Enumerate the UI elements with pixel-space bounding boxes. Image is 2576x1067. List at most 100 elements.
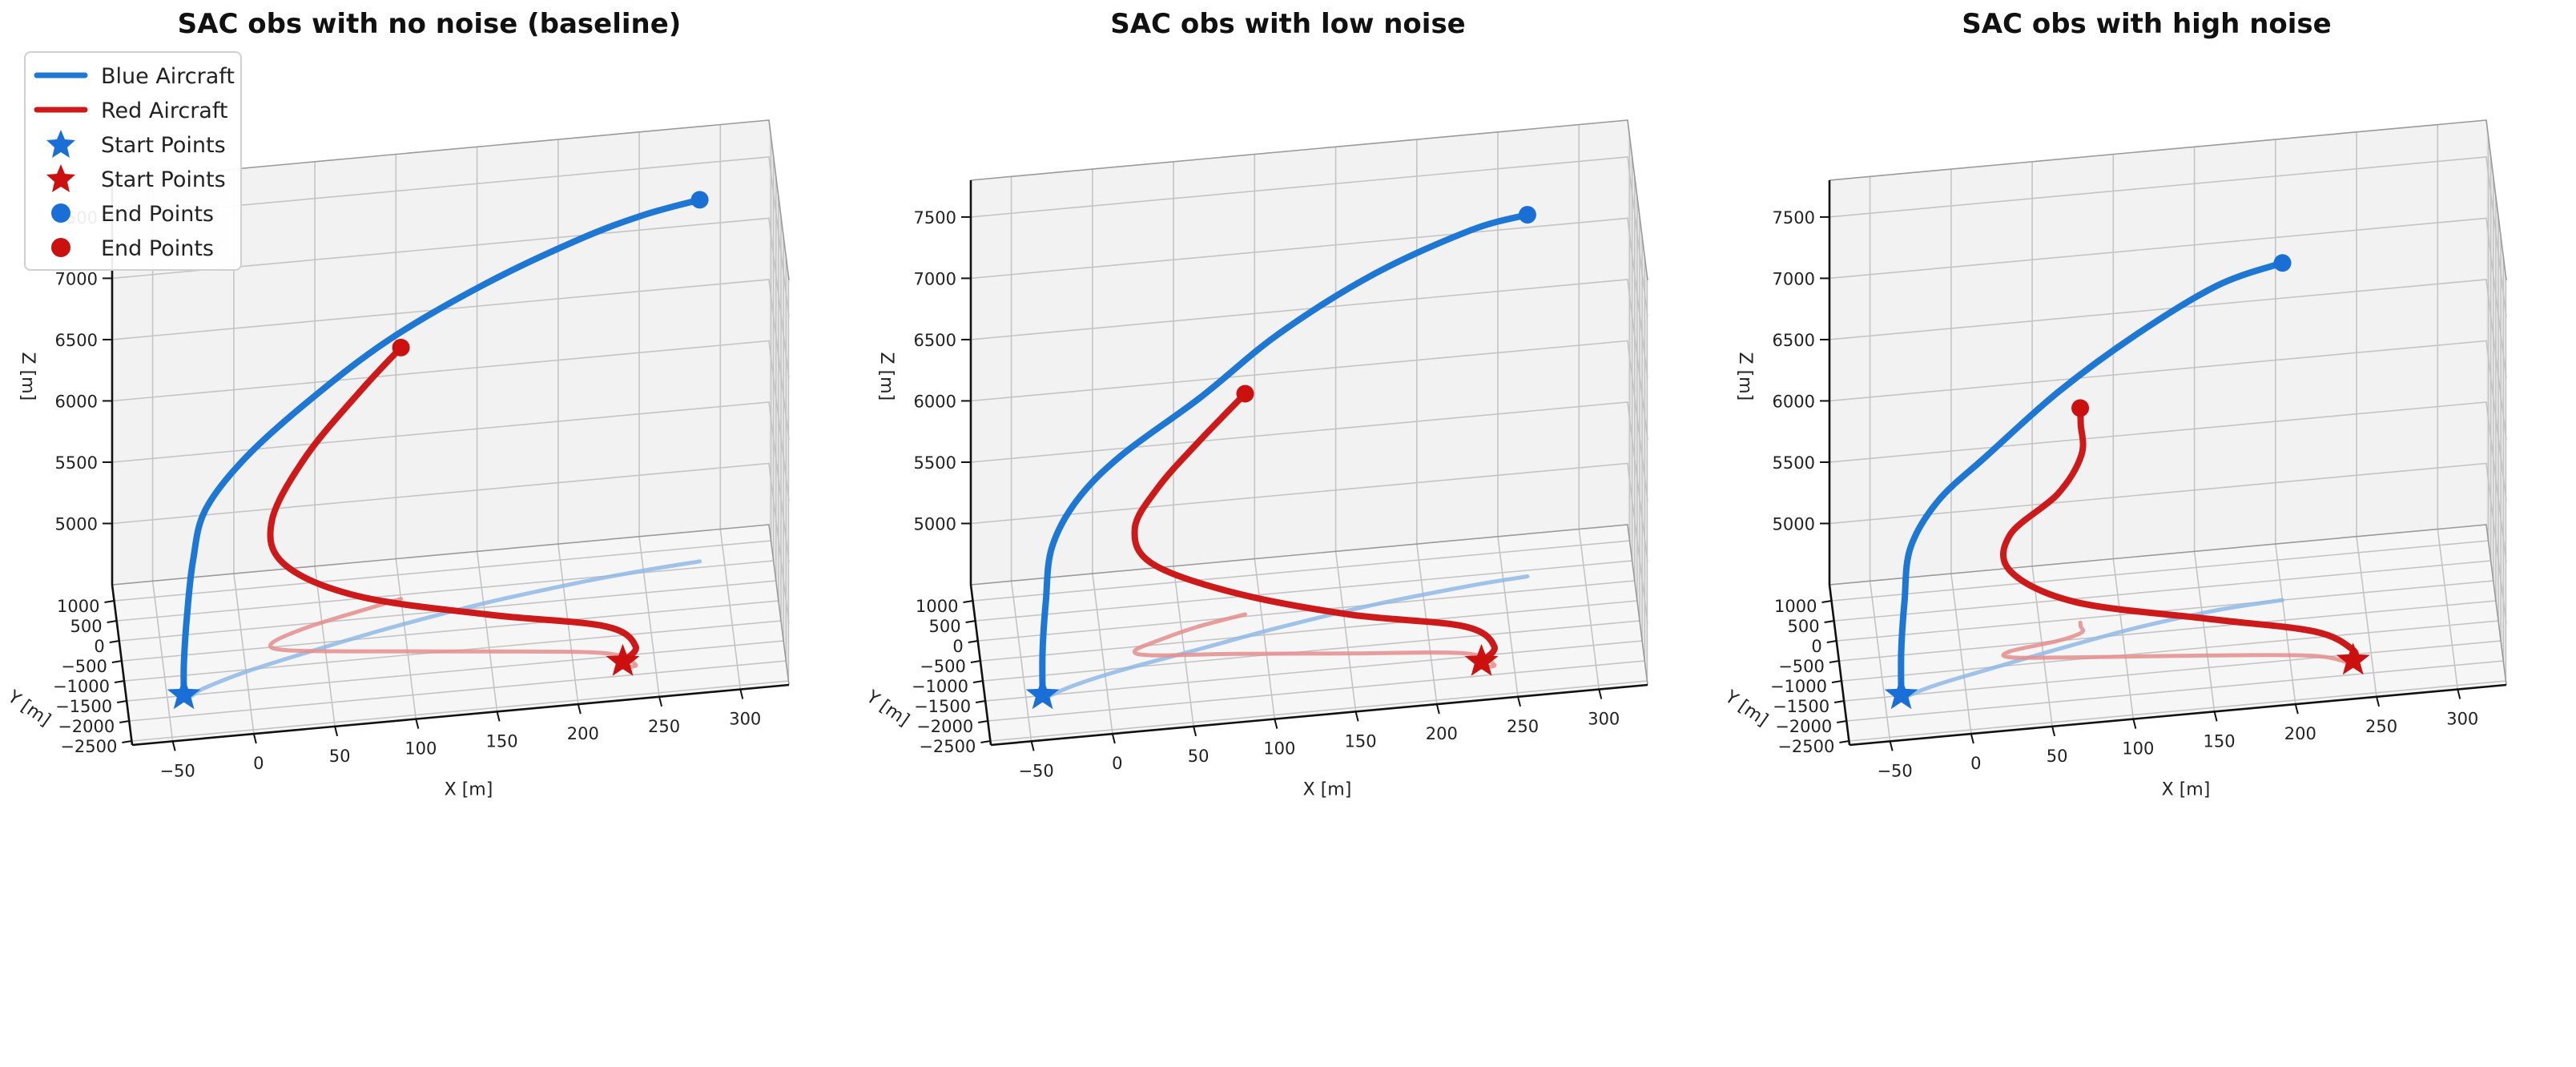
y-tick xyxy=(116,700,127,703)
x-tick xyxy=(171,741,176,751)
y-tick-label: 1000 xyxy=(57,597,99,616)
legend-item-blue-aircraft: Blue Aircraft xyxy=(34,59,242,91)
blue-start-star-icon xyxy=(1884,677,1918,710)
blue-aircraft-line xyxy=(1039,211,1531,699)
grid-line xyxy=(111,279,790,440)
y-tick-label: −1000 xyxy=(53,677,110,696)
x-tick xyxy=(2376,696,2380,707)
y-tick-label: −500 xyxy=(1778,657,1825,676)
legend-label: End Points xyxy=(101,236,214,261)
y-tick xyxy=(1829,660,1840,663)
y-tick-label: −1500 xyxy=(55,697,112,716)
grid-line xyxy=(111,156,790,317)
z-tick-label: 7000 xyxy=(914,269,956,288)
grid-line xyxy=(1829,217,2507,379)
y-tick-label: 0 xyxy=(94,637,104,656)
z-tick-label: 5000 xyxy=(1773,514,1815,534)
chart-panel-baseline: −50 0 50 100 150 200 250 300 1000 500 0 −500 −1000 −1… xyxy=(0,0,859,835)
back-pane xyxy=(1829,120,2486,585)
y-tick-label: 0 xyxy=(952,637,963,656)
y-tick xyxy=(122,740,132,743)
y-tick-label: −500 xyxy=(61,657,107,676)
chart-title: SAC obs with high noise xyxy=(1962,8,2332,40)
legend-label: End Points xyxy=(101,202,214,227)
blue-end-dot-icon xyxy=(690,191,709,209)
x-tick-label: 0 xyxy=(1112,754,1122,773)
x-tick-label: 300 xyxy=(2446,710,2478,729)
y-tick-label: −2000 xyxy=(916,717,973,736)
x-tick-label: 100 xyxy=(2122,739,2154,759)
y-tick-label: 1000 xyxy=(916,597,958,616)
chart-3d-axes: −50 0 50 100 150 200 250 30010005000−500−1000−1… xyxy=(1721,119,2507,800)
y-tick-label: −2000 xyxy=(58,717,115,736)
x-tick xyxy=(1517,696,1521,707)
y-tick xyxy=(972,680,984,683)
x-tick xyxy=(658,696,662,707)
z-tick-label: 7500 xyxy=(1773,208,1815,227)
grid-line xyxy=(970,340,1648,501)
y-axis-line xyxy=(969,584,992,746)
z-tick-label: 7000 xyxy=(55,269,98,288)
chart-panel-high-noise: −50 0 50 100 150 200 250 300 1000 500 0 −500 −1000 −1… xyxy=(1717,0,2576,835)
x-tick-label: 200 xyxy=(2284,724,2316,743)
x-tick-label: 100 xyxy=(1263,739,1295,759)
red-start-star-icon xyxy=(1464,643,1499,676)
x-tick-label: 200 xyxy=(1426,724,1458,743)
z-tick-label: 7500 xyxy=(914,208,956,227)
z-tick-label: 5500 xyxy=(914,453,956,473)
grid-line xyxy=(970,279,1648,440)
y-tick-label: 500 xyxy=(70,617,103,636)
y-tick xyxy=(107,620,117,623)
y-axis-line xyxy=(1828,584,1851,746)
blue-star-icon xyxy=(46,130,75,158)
blue-aircraft-line xyxy=(1898,260,2286,699)
legend-item-blue-start: Start Points xyxy=(34,128,242,160)
z-axis-label: Z [m] xyxy=(1735,352,1755,401)
x-tick-label: 50 xyxy=(2047,747,2068,766)
grid-line xyxy=(111,462,790,624)
y-tick xyxy=(119,720,130,723)
legend-label: Red Aircraft xyxy=(101,99,228,123)
y-tick-label: −1500 xyxy=(914,697,971,716)
legend-label: Blue Aircraft xyxy=(101,64,235,89)
y-tick xyxy=(963,600,973,603)
red-ground-shadow xyxy=(2001,620,2358,669)
blue-start-star-icon xyxy=(1025,677,1060,710)
x-tick xyxy=(2294,703,2299,715)
y-tick-label: −2000 xyxy=(1775,717,1832,736)
floor-pane xyxy=(112,525,789,745)
x-tick-label: −50 xyxy=(1018,761,1053,780)
red-star-icon xyxy=(46,164,75,192)
x-tick xyxy=(2051,726,2056,737)
x-tick-label: 250 xyxy=(2365,717,2397,736)
blue-line-swatch xyxy=(34,72,88,79)
legend-item-blue-end: End Points xyxy=(34,197,242,229)
x-axis-label: X [m] xyxy=(445,780,493,800)
y-tick xyxy=(1826,640,1837,643)
floor-pane xyxy=(971,525,1648,745)
x-tick-label: 250 xyxy=(1507,717,1539,736)
y-tick-label: −1000 xyxy=(912,677,968,696)
grid-line xyxy=(1829,156,2507,317)
red-start-star-icon xyxy=(2336,642,2370,675)
x-tick-label: 300 xyxy=(1588,710,1620,729)
y-tick xyxy=(978,720,988,723)
x-tick-label: 200 xyxy=(567,724,599,743)
x-axis-line xyxy=(990,683,1648,747)
axes-group: −50 0 50 100 150 200 250 30010005000−500−1000−1… xyxy=(862,119,1648,800)
x-tick xyxy=(739,689,744,699)
blue-end-dot-icon xyxy=(2273,254,2292,272)
axes-group: −50 0 50 100 150 200 250 30010005000−500−1000−1… xyxy=(1721,119,2507,800)
y-axis-line xyxy=(111,584,134,746)
y-tick xyxy=(968,640,978,643)
z-tick-label: 7000 xyxy=(1773,269,1815,288)
y-tick xyxy=(1821,600,1832,603)
x-tick xyxy=(577,703,582,715)
x-tick-label: 0 xyxy=(253,754,264,773)
x-tick-label: 150 xyxy=(2204,731,2236,751)
x-tick xyxy=(1598,689,1603,699)
y-tick-label: 0 xyxy=(1811,637,1821,656)
z-tick-label: 6000 xyxy=(55,392,98,411)
x-tick xyxy=(1193,726,1197,737)
grid-line xyxy=(1829,279,2507,440)
